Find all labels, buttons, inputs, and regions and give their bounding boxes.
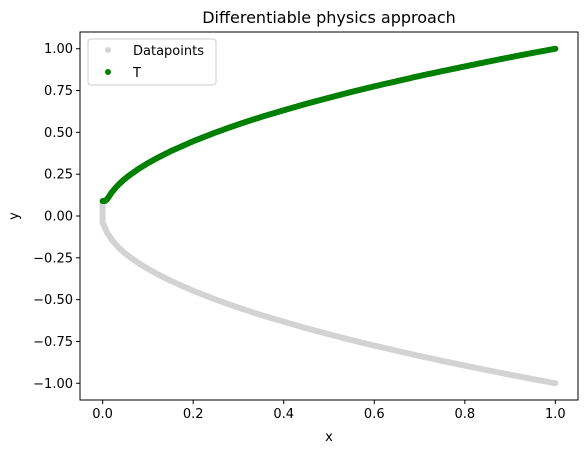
plot-area [99, 45, 559, 387]
y-axis-label: y [7, 212, 22, 220]
x-tick-label: 0.6 [364, 407, 385, 422]
legend: Datapoints T [87, 38, 217, 86]
legend-marker-datapoints [105, 47, 111, 53]
x-tick-label: 0.4 [273, 407, 294, 422]
y-tick-label: −0.50 [33, 293, 73, 308]
series-datapoints [99, 199, 559, 387]
legend-label-t: T [132, 66, 141, 81]
x-tick-label: 0.0 [92, 407, 113, 422]
x-tick-label: 0.2 [183, 407, 204, 422]
y-axis: −1.00 −0.75 −0.50 −0.25 0.00 0.25 0.50 0.75 1.00 [33, 42, 80, 392]
x-axis: 0.0 0.2 0.4 0.6 0.8 1.0 [92, 400, 566, 422]
y-tick-label: −0.75 [33, 335, 73, 350]
y-tick-label: 0.00 [44, 210, 73, 225]
y-tick-label: 1.00 [44, 42, 73, 57]
y-tick-label: −0.25 [33, 251, 73, 266]
y-tick-label: 0.25 [44, 168, 73, 183]
y-tick-label: 0.75 [44, 84, 73, 99]
x-tick-label: 0.8 [454, 407, 475, 422]
plot-frame [79, 31, 579, 401]
series-t [99, 45, 559, 204]
x-tick-label: 1.0 [545, 407, 566, 422]
x-axis-label: x [325, 430, 333, 445]
legend-marker-t [105, 69, 111, 75]
legend-label-datapoints: Datapoints [133, 44, 204, 59]
y-tick-label: 0.50 [44, 126, 73, 141]
data-point [552, 380, 559, 387]
chart-title: Differentiable physics approach [202, 8, 456, 27]
data-point [552, 45, 559, 52]
y-tick-label: −1.00 [33, 377, 73, 392]
legend-box [87, 38, 217, 86]
